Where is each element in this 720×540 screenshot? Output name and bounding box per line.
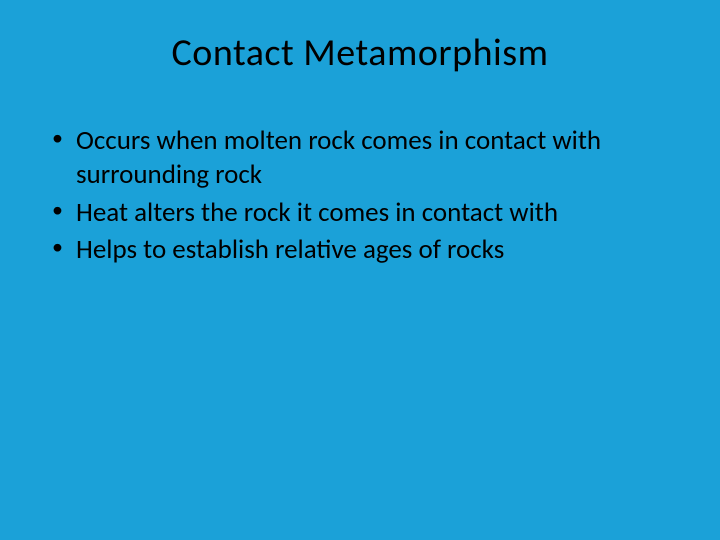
- list-item: Occurs when molten rock comes in contact…: [48, 124, 680, 192]
- slide-title: Contact Metamorphism: [40, 30, 680, 76]
- list-item: Helps to establish relative ages of rock…: [48, 233, 680, 267]
- bullet-list: Occurs when molten rock comes in contact…: [40, 124, 680, 267]
- list-item: Heat alters the rock it comes in contact…: [48, 196, 680, 230]
- slide-container: Contact Metamorphism Occurs when molten …: [0, 0, 720, 540]
